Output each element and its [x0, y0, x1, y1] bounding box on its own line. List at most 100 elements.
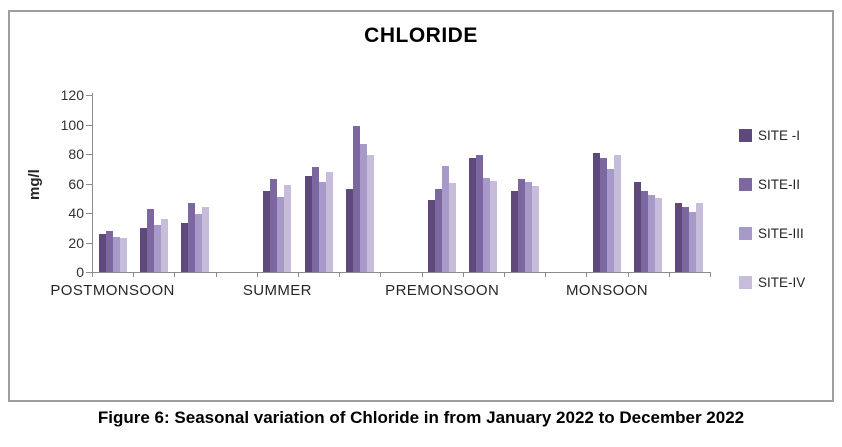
bar	[600, 158, 607, 272]
bar	[319, 182, 326, 272]
legend-swatch-icon	[739, 227, 752, 240]
y-tick-label: 0	[76, 264, 84, 280]
bar	[154, 225, 161, 272]
legend-label: SITE-II	[758, 177, 801, 192]
y-tick	[86, 154, 92, 155]
bar	[360, 144, 367, 272]
legend-label: SITE-IV	[758, 275, 806, 290]
y-tick	[86, 95, 92, 96]
bar	[99, 234, 106, 272]
y-tick	[86, 124, 92, 126]
legend-label: SITE -I	[758, 128, 801, 143]
bar	[195, 214, 202, 272]
bar	[181, 223, 188, 272]
bar	[106, 231, 113, 272]
x-category-label: POSTMONSOON	[50, 282, 175, 299]
x-tick	[545, 273, 547, 277]
x-tick	[298, 273, 299, 277]
x-tick	[215, 273, 217, 277]
y-tick-label: 120	[60, 87, 84, 103]
bar	[483, 178, 490, 272]
bar	[326, 172, 333, 272]
legend-item: SITE-III	[739, 226, 805, 241]
x-tick	[92, 273, 93, 277]
bar	[614, 155, 621, 272]
bar	[140, 228, 147, 272]
x-tick	[421, 273, 423, 277]
bar	[367, 155, 374, 272]
chart-container: CHLORIDE mg/l 0 20 40 60 80 100 120 POSTMONSOON…	[8, 10, 834, 402]
bar	[284, 185, 291, 272]
plot-area: 0 20 40 60 80 100 120 POSTMONSOON SUMMER PREMONSO…	[10, 12, 832, 400]
bar	[428, 200, 435, 272]
x-tick	[627, 273, 629, 277]
legend-item: SITE-IV	[739, 275, 805, 290]
x-tick	[380, 273, 382, 277]
bar	[532, 186, 539, 272]
y-tick	[86, 272, 92, 273]
bar	[188, 203, 195, 272]
x-tick	[339, 273, 341, 277]
x-tick	[668, 273, 670, 277]
bar	[270, 179, 277, 272]
x-tick	[710, 273, 711, 277]
bar	[263, 191, 270, 272]
x-tick	[256, 273, 258, 277]
bar	[353, 126, 360, 272]
bar	[607, 169, 614, 272]
bar	[120, 238, 127, 272]
x-category-label: SUMMER	[242, 282, 312, 299]
bar	[641, 191, 648, 272]
figure-caption: Figure 6: Seasonal variation of Chloride…	[97, 408, 745, 427]
x-tick	[586, 273, 588, 277]
bar	[634, 182, 641, 272]
bar	[312, 167, 319, 272]
chart-title: CHLORIDE	[364, 24, 478, 47]
bar	[476, 155, 483, 272]
x-tick	[462, 273, 464, 277]
bar	[593, 153, 600, 272]
bar	[449, 183, 456, 272]
legend-swatch-icon	[739, 129, 752, 142]
y-tick-label: 60	[68, 175, 84, 192]
bar	[469, 158, 476, 272]
bar	[655, 198, 662, 272]
x-axis-line	[92, 272, 711, 273]
y-tick-label: 40	[68, 205, 84, 221]
bar	[202, 207, 209, 272]
bar	[682, 207, 689, 272]
bar	[675, 203, 682, 272]
bar	[161, 219, 168, 272]
legend-label: SITE-III	[758, 226, 804, 241]
y-tick-label: 100	[60, 116, 84, 133]
bar	[147, 209, 154, 272]
bar	[346, 189, 353, 272]
x-category-label: MONSOON	[566, 282, 648, 299]
legend: SITE -I SITE-II SITE-III SITE-IV	[739, 128, 805, 290]
legend-swatch-icon	[739, 276, 752, 289]
x-tick	[133, 273, 135, 277]
bar	[648, 195, 655, 272]
y-tick-label: 20	[68, 234, 84, 251]
y-tick-label: 80	[68, 146, 84, 162]
bar	[511, 191, 518, 272]
y-tick	[86, 213, 92, 214]
legend-item: SITE-II	[739, 177, 805, 192]
y-tick	[86, 183, 92, 185]
bar	[490, 181, 497, 272]
x-tick	[504, 273, 505, 277]
bar	[435, 189, 442, 272]
bar	[305, 176, 312, 272]
bar	[277, 197, 284, 272]
legend-item: SITE -I	[739, 128, 805, 143]
bar	[696, 203, 703, 272]
x-tick	[174, 273, 176, 277]
y-tick	[86, 242, 92, 244]
bar	[525, 182, 532, 272]
bar	[518, 179, 525, 272]
legend-swatch-icon	[739, 178, 752, 191]
bar	[442, 166, 449, 272]
bar	[113, 237, 120, 272]
bar	[689, 212, 696, 272]
